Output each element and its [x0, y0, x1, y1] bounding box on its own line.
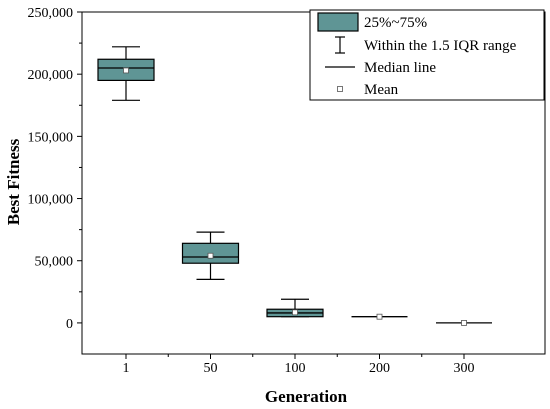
- y-tick-label: 50,000: [35, 255, 74, 270]
- legend-box-swatch: [317, 12, 359, 32]
- x-tick-label: 200: [369, 361, 390, 376]
- legend-label: Median line: [364, 60, 436, 76]
- y-tick-label: 150,000: [28, 130, 74, 145]
- mean-marker: [461, 320, 467, 326]
- legend-label: 25%~75%: [364, 15, 427, 31]
- x-tick-label: 300: [454, 361, 475, 376]
- x-axis-title: Generation: [265, 387, 348, 406]
- y-tick-label: 100,000: [28, 193, 74, 208]
- y-tick-label: 0: [66, 317, 73, 332]
- y-tick-label: 250,000: [28, 6, 74, 21]
- box-1: [97, 46, 155, 101]
- mean-marker: [123, 67, 129, 74]
- mean-marker: [292, 309, 298, 316]
- mean-marker: [376, 313, 383, 320]
- box-100: [266, 298, 324, 318]
- x-tick-label: 100: [285, 361, 306, 376]
- box-50: [181, 231, 240, 280]
- box-300: [436, 320, 492, 326]
- y-tick-label: 200,000: [28, 68, 74, 83]
- mean-marker: [207, 252, 214, 259]
- x-tick-label: 50: [204, 361, 218, 376]
- legend-label: Within the 1.5 IQR range: [364, 38, 517, 54]
- x-tick-label: 1: [123, 361, 130, 376]
- legend: 25%~75% Within the 1.5 IQR range Median li…: [309, 9, 545, 101]
- legend-mean-swatch: [337, 86, 343, 92]
- box-200: [351, 313, 408, 320]
- y-axis-title: Best Fitness: [4, 138, 23, 225]
- plot-area: 0 50,000 100,000 150,000 200,000 250,000 1 50 10…: [28, 6, 546, 376]
- legend-label: Mean: [364, 82, 399, 98]
